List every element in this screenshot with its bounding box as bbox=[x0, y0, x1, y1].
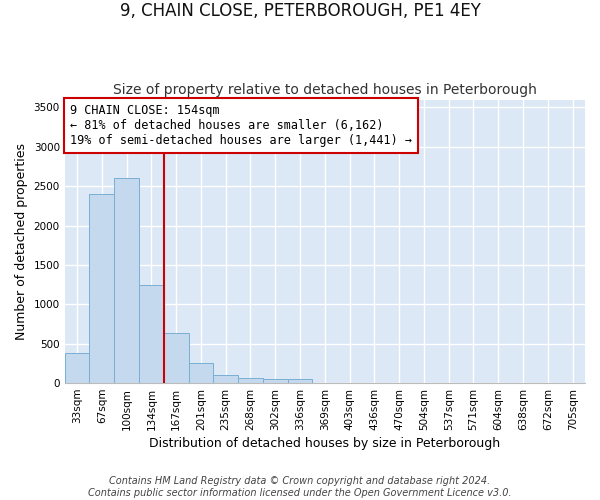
Y-axis label: Number of detached properties: Number of detached properties bbox=[15, 143, 28, 340]
Bar bbox=[139, 284, 164, 383]
Bar bbox=[164, 334, 188, 383]
Title: Size of property relative to detached houses in Peterborough: Size of property relative to detached ho… bbox=[113, 83, 537, 97]
X-axis label: Distribution of detached houses by size in Peterborough: Distribution of detached houses by size … bbox=[149, 437, 500, 450]
Bar bbox=[89, 194, 114, 383]
Text: Contains HM Land Registry data © Crown copyright and database right 2024.
Contai: Contains HM Land Registry data © Crown c… bbox=[88, 476, 512, 498]
Bar bbox=[238, 378, 263, 383]
Bar bbox=[263, 378, 287, 383]
Text: 9, CHAIN CLOSE, PETERBOROUGH, PE1 4EY: 9, CHAIN CLOSE, PETERBOROUGH, PE1 4EY bbox=[119, 2, 481, 21]
Text: 9 CHAIN CLOSE: 154sqm
← 81% of detached houses are smaller (6,162)
19% of semi-d: 9 CHAIN CLOSE: 154sqm ← 81% of detached … bbox=[70, 104, 412, 147]
Bar bbox=[65, 353, 89, 383]
Bar bbox=[114, 178, 139, 383]
Bar bbox=[188, 364, 214, 383]
Bar bbox=[214, 375, 238, 383]
Bar bbox=[287, 379, 313, 383]
